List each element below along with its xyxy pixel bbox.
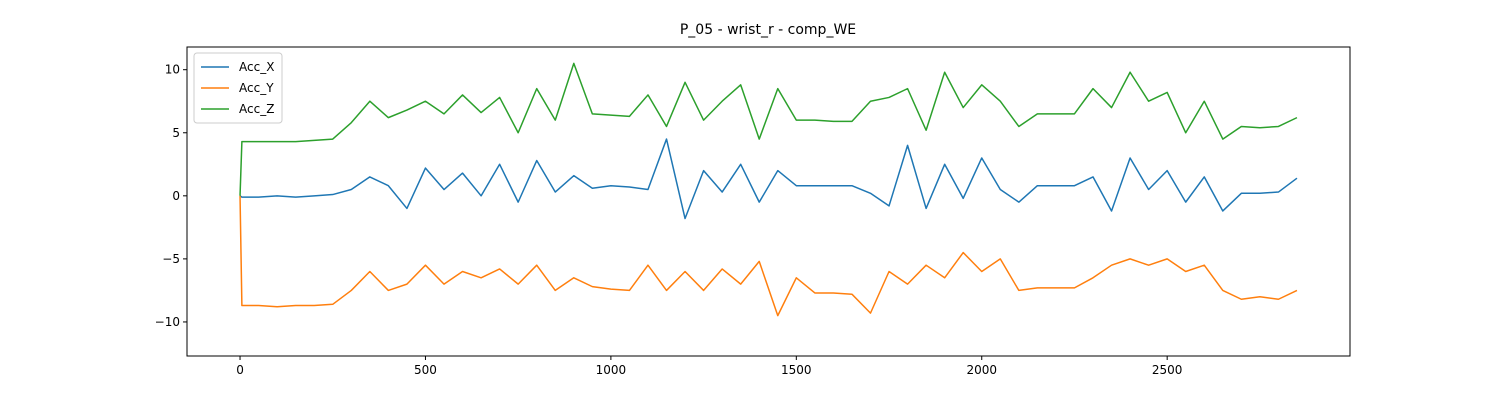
legend-box xyxy=(193,52,283,124)
x-tick-label: 2000 xyxy=(966,363,997,377)
y-tick-label: 0 xyxy=(172,189,180,203)
legend-label: Acc_X xyxy=(239,60,274,74)
x-tick-label: 1500 xyxy=(781,363,812,377)
series-line xyxy=(239,138,1298,220)
series-line xyxy=(239,62,1298,196)
x-tick-label: 2500 xyxy=(1152,363,1183,377)
legend: Acc_X Acc_Y Acc_Z xyxy=(193,52,283,124)
plot-frame xyxy=(186,46,1351,357)
y-tick-label: −10 xyxy=(155,315,180,329)
x-tick-label: 500 xyxy=(414,363,437,377)
legend-label: Acc_Z xyxy=(239,102,274,116)
y-tick-label: 10 xyxy=(165,63,180,77)
y-tick-label: −5 xyxy=(162,252,180,266)
x-tick-label: 1000 xyxy=(596,363,627,377)
series-line xyxy=(239,195,1298,317)
y-tick-label: 5 xyxy=(172,126,180,140)
chart-title: P_05 - wrist_r - comp_WE xyxy=(680,22,856,38)
x-tick-label: 0 xyxy=(236,363,244,377)
legend-label: Acc_Y xyxy=(239,81,274,95)
